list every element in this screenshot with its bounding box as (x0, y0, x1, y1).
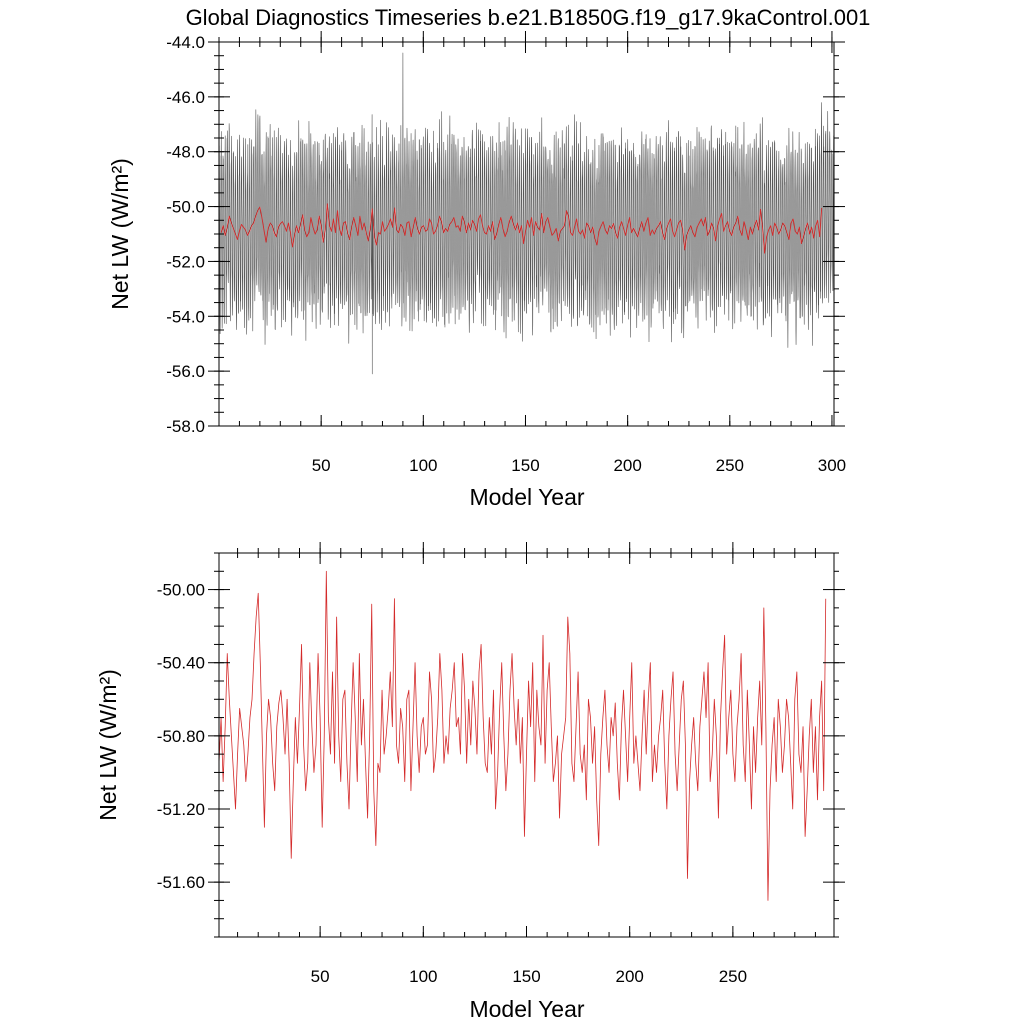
x-tick-label: 50 (312, 456, 331, 475)
top-series-layer (218, 52, 834, 375)
x-tick-label: 100 (409, 456, 437, 475)
x-tick-label: 200 (616, 967, 644, 986)
y-tick-label: -50.40 (157, 654, 205, 673)
x-tick-label: 150 (511, 456, 539, 475)
bottom-x-axis-label: Model Year (469, 996, 584, 1022)
y-tick-label: -46.0 (166, 88, 205, 107)
y-tick-label: -44.0 (166, 33, 205, 52)
x-tick-label: 250 (719, 967, 747, 986)
y-tick-label: -51.20 (157, 800, 205, 819)
x-tick-label: 250 (716, 456, 744, 475)
top-ticks: 50 100 150 200 250 300 -58.0 -56.0 -54.0 -52.0 -50… (166, 31, 846, 475)
y-tick-label: -50.0 (166, 198, 205, 217)
y-tick-label: -48.0 (166, 143, 205, 162)
y-tick-label: -56.0 (166, 362, 205, 381)
x-tick-label: 150 (512, 967, 540, 986)
x-tick-label: 50 (311, 967, 330, 986)
x-tick-label: 100 (409, 967, 437, 986)
annual-series-line (218, 570, 827, 901)
bottom-y-axis-label-text: Net LW (W/m²) (95, 669, 121, 821)
y-tick-label: -51.60 (157, 873, 205, 892)
top-panel: 50 100 150 200 250 300 -58.0 -56.0 -54.0 -52.0 -50… (107, 31, 846, 510)
y-tick-label: -52.0 (166, 252, 205, 271)
bottom-y-axis-label: Net LW (W/m²) (95, 669, 121, 821)
monthly-series-line (218, 52, 834, 375)
top-y-axis-label-text: Net LW (W/m²) (107, 158, 133, 310)
annual-series-line (220, 203, 823, 254)
bottom-series-layer (218, 570, 827, 901)
figure-title: Global Diagnostics Timeseries b.e21.B185… (186, 5, 871, 30)
y-tick-label: -50.00 (157, 581, 205, 600)
bottom-panel: 50 100 150 200 250 -51.60 -51.20 -50.80 -50.40 -5… (95, 542, 845, 1022)
x-tick-label: 200 (613, 456, 641, 475)
bottom-ticks: 50 100 150 200 250 -51.60 -51.20 -50.80 -50.40 -5… (157, 542, 845, 986)
x-tick-label: 300 (818, 456, 846, 475)
top-x-axis-label: Model Year (469, 484, 584, 510)
top-y-axis-label: Net LW (W/m²) (107, 158, 133, 310)
y-tick-label: -50.80 (157, 727, 205, 746)
y-tick-label: -54.0 (166, 307, 205, 326)
y-tick-label: -58.0 (166, 417, 205, 436)
